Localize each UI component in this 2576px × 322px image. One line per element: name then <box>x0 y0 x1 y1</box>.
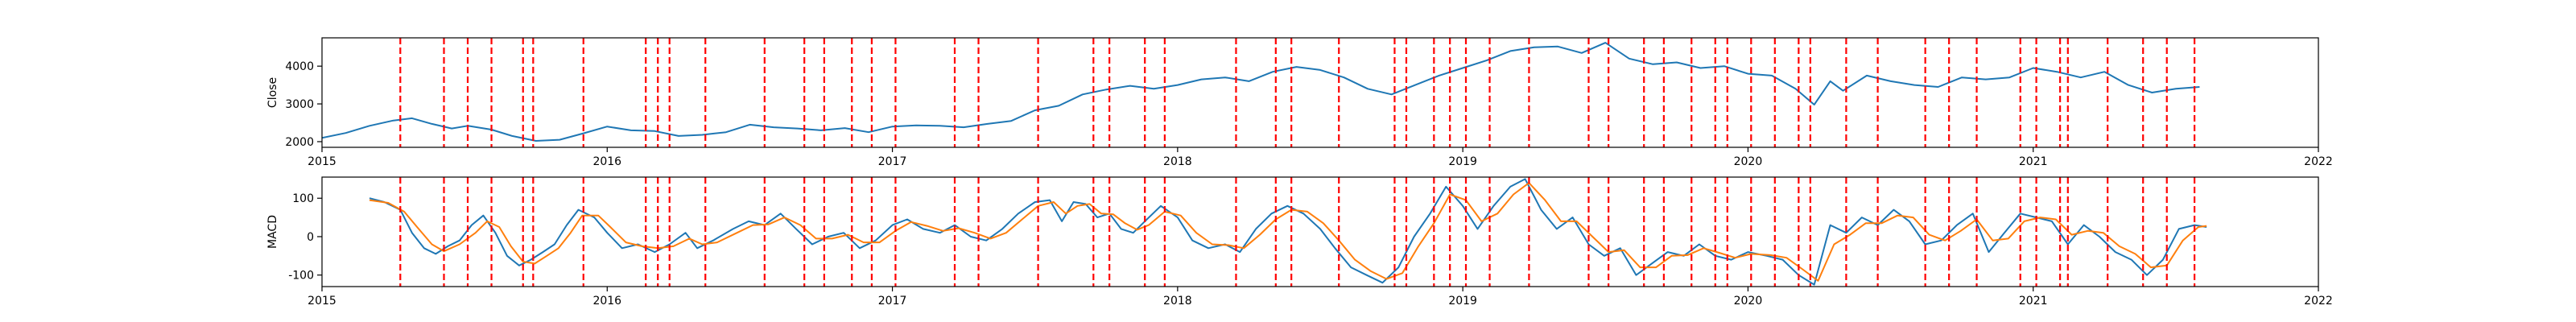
y-tick-label: 2000 <box>285 136 314 149</box>
series-line-1 <box>369 178 2207 286</box>
x-tick-label: 2018 <box>1163 155 1192 168</box>
x-tick-label: 2021 <box>2019 295 2048 308</box>
y-tick-label: 0 <box>307 231 314 244</box>
y-axis-label: MACD <box>266 215 279 249</box>
chart-panel-close: 2015 2016 2017 2018 2019 2020 2021 2022 2000 3000… <box>266 37 2333 168</box>
x-tick-label: 2020 <box>1734 295 1763 308</box>
x-tick-label: 2022 <box>2304 155 2333 168</box>
series-line-2 <box>369 182 2207 282</box>
plot-area <box>322 38 2200 147</box>
axes-frame <box>321 37 2319 148</box>
x-tick-label: 2019 <box>1448 295 1477 308</box>
y-tick-label: 3000 <box>285 98 314 111</box>
y-tick-label: 4000 <box>285 60 314 73</box>
plot-area <box>369 177 2207 287</box>
x-tick-label: 2022 <box>2304 295 2333 308</box>
x-tick-label: 2018 <box>1163 295 1192 308</box>
y-axis-label: Close <box>266 77 279 108</box>
x-tick-label: 2021 <box>2019 155 2048 168</box>
chart-panel-macd: 2015 2016 2017 2018 2019 2020 2021 2022 -100 0 100… <box>266 176 2333 308</box>
x-tick-label: 2015 <box>308 295 336 308</box>
series-line-1 <box>322 42 2200 142</box>
x-tick-label: 2015 <box>308 155 336 168</box>
y-tick-label: 100 <box>292 192 314 205</box>
x-tick-label: 2017 <box>878 155 907 168</box>
y-tick-label: -100 <box>288 270 314 283</box>
x-tick-label: 2016 <box>592 155 621 168</box>
x-tick-label: 2019 <box>1448 155 1477 168</box>
x-tick-label: 2016 <box>592 295 621 308</box>
axes-frame <box>321 176 2319 287</box>
x-tick-label: 2017 <box>878 295 907 308</box>
x-tick-label: 2020 <box>1734 155 1763 168</box>
